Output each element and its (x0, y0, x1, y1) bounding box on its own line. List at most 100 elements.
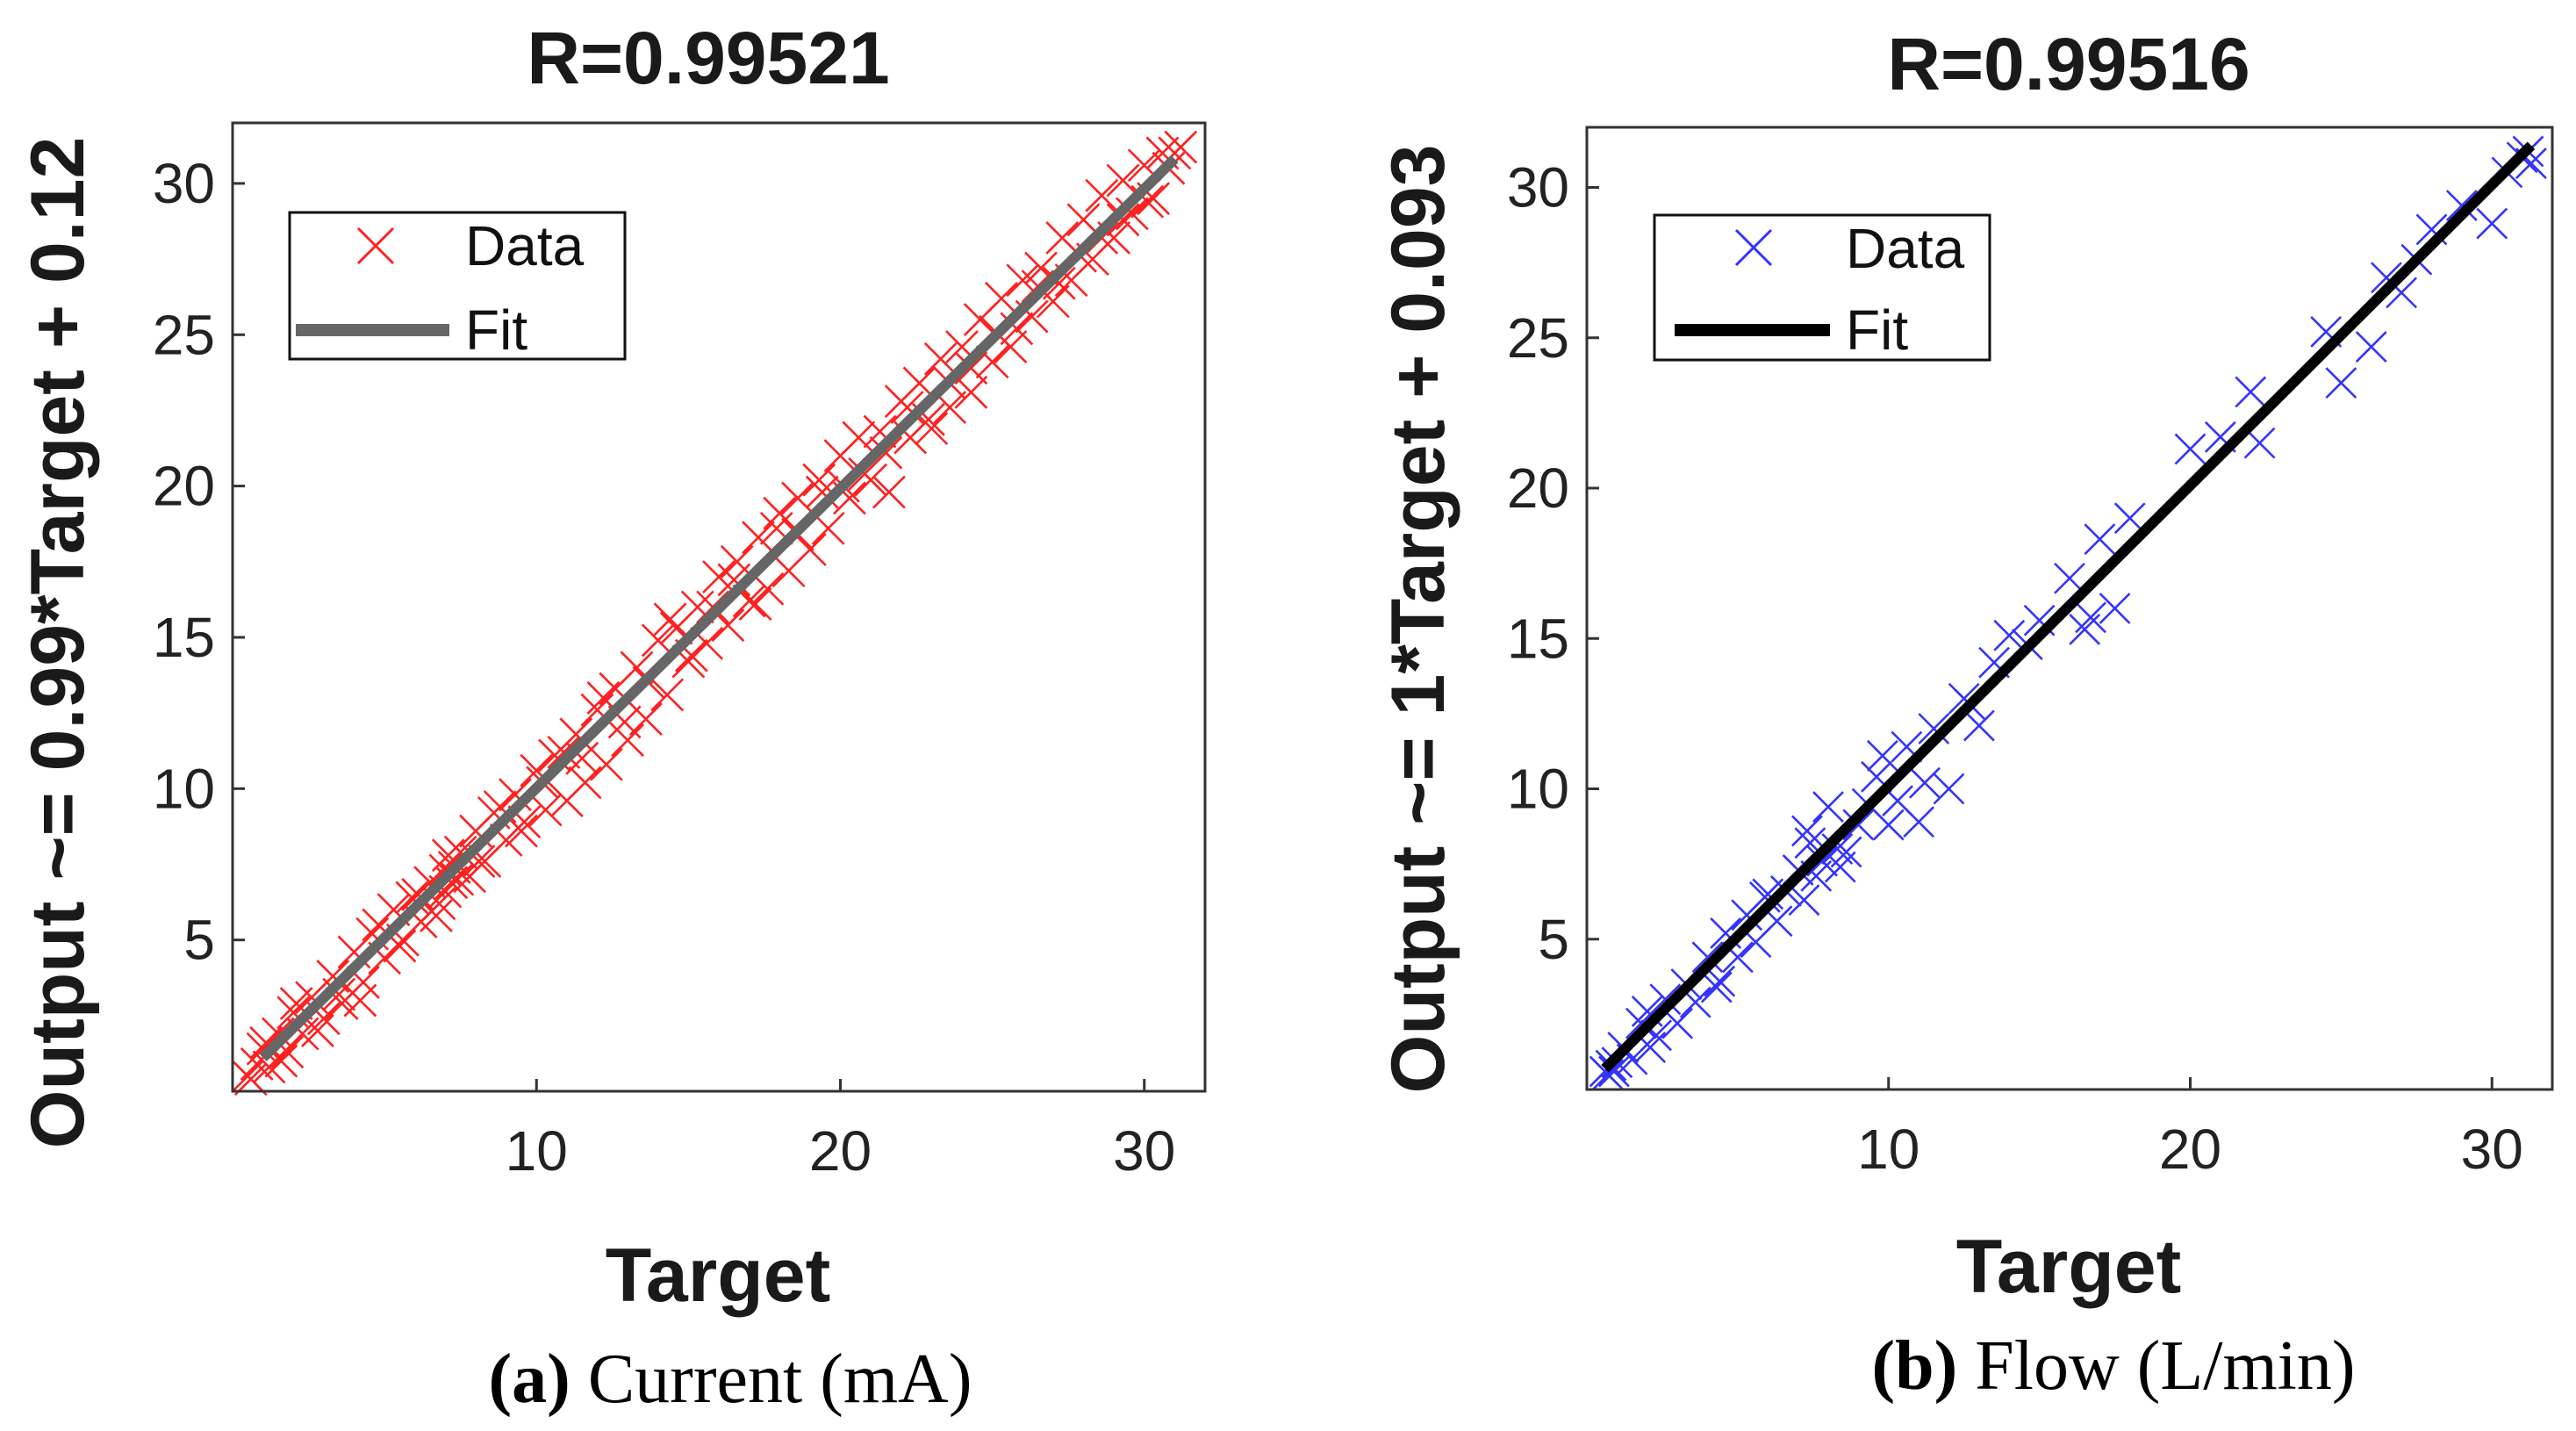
data-point (2325, 367, 2357, 399)
caption-text: Flow (L/min) (1975, 1327, 2355, 1405)
data-point (1748, 881, 1781, 913)
data-point (1824, 851, 1856, 883)
data-point (233, 1062, 268, 1097)
data-point (528, 793, 563, 827)
y-axis-label: Output ~= 0.99*Target + 0.12 (16, 137, 100, 1149)
data-point (395, 881, 429, 915)
legend: Data Fit (288, 211, 627, 362)
y-axis-label: Output ~= 1*Target + 0.093 (1376, 145, 1460, 1094)
data-point (1918, 713, 1950, 744)
data-point (420, 899, 453, 933)
data-point (702, 560, 735, 593)
data-point (322, 977, 356, 1011)
caption-text: Current (mA) (588, 1341, 972, 1418)
caption-gap (570, 1341, 588, 1418)
axes-frame (231, 121, 1207, 1093)
y-tick-label: 15 (1507, 607, 1569, 670)
caption-label: (b) (1871, 1327, 1957, 1405)
data-point (2084, 523, 2116, 556)
data-point (1700, 971, 1733, 1003)
x-axis-label: Target (606, 1233, 830, 1318)
data-point (750, 572, 785, 606)
data-point (443, 835, 477, 869)
data-point (589, 747, 623, 781)
data-point (842, 421, 876, 455)
data-point (2099, 593, 2131, 624)
data-point (1806, 845, 1839, 877)
caption: (b) Flow (L/min) (1871, 1327, 2355, 1405)
data-point (2075, 601, 2106, 634)
legend: Data Fit (1653, 213, 1991, 362)
chart-panel-flow: R=0.99516 Output ~= 1*Target + 0.093 10 2… (1376, 23, 2554, 1405)
data-point (1691, 941, 1724, 974)
data-point (343, 983, 377, 1018)
data-point (985, 281, 1018, 315)
axes-frame (1585, 126, 2554, 1091)
data-point (2235, 376, 2267, 408)
data-point (1085, 178, 1119, 212)
x-tick-label: 20 (809, 1119, 872, 1183)
data-point (1106, 203, 1140, 237)
caption: (a) Current (mA) (489, 1341, 972, 1418)
data-point (1649, 983, 1682, 1016)
data-point (1842, 809, 1875, 841)
data-point (717, 563, 751, 597)
caption-gap (1957, 1327, 1975, 1405)
data-point (2174, 433, 2206, 465)
x-tick-label: 30 (1113, 1119, 1175, 1183)
data-point (2069, 614, 2101, 645)
fit-line (259, 155, 1179, 1062)
data-point (1042, 266, 1076, 300)
data-point (2476, 207, 2508, 240)
legend-fit-label: Fit (1846, 298, 1908, 362)
x-tick-label: 30 (2461, 1118, 2523, 1181)
data-point (547, 736, 581, 769)
data-point (738, 587, 772, 621)
legend-data-marker (1734, 228, 1773, 267)
data-point (434, 866, 469, 900)
y-tick-label: 15 (153, 606, 215, 669)
data-point (1993, 619, 2026, 651)
caption-label: (a) (489, 1341, 570, 1418)
data-point (923, 342, 958, 376)
data-point (441, 862, 475, 896)
y-tick-label: 5 (1538, 908, 1569, 971)
data-point (763, 496, 797, 530)
data-point (742, 521, 775, 555)
legend-data-label: Data (1846, 217, 1965, 280)
legend-data-marker (356, 227, 395, 265)
data-point (1962, 709, 1995, 742)
y-tick-label: 30 (1507, 156, 1569, 219)
data-point (954, 351, 988, 385)
data-point (628, 702, 663, 736)
data-point (653, 602, 687, 636)
data-point (1598, 1055, 1630, 1088)
x-tick-label: 10 (1857, 1118, 1919, 1181)
chart-title: R=0.99521 (527, 17, 889, 99)
data-point (401, 878, 435, 911)
y-tick-label: 25 (1507, 306, 1569, 370)
data-point (1866, 739, 1898, 772)
y-tick-label: 20 (153, 455, 215, 518)
data-point (316, 960, 350, 993)
y-tick-label: 30 (153, 152, 215, 215)
data-point (781, 481, 814, 515)
plot-area: 10 20 30 5 10 15 20 25 30 (153, 130, 1198, 1183)
data-point (650, 678, 685, 712)
data-point (872, 475, 906, 509)
y-tick-label: 10 (1507, 758, 1569, 821)
chart-panel-current: R=0.99521 Output ~= 0.99*Target + 0.12 1… (16, 17, 1207, 1418)
data-point (793, 533, 827, 566)
fit-line (1601, 141, 2536, 1073)
legend-fit-label: Fit (465, 298, 527, 362)
data-point (1791, 815, 1823, 847)
data-point (1115, 197, 1149, 231)
data-point (802, 463, 836, 497)
data-point (1106, 163, 1140, 198)
data-point (1872, 809, 1905, 841)
data-point (915, 412, 949, 446)
data-point (2355, 331, 2387, 363)
x-tick-label: 10 (506, 1119, 568, 1183)
y-tick-label: 25 (153, 303, 215, 366)
